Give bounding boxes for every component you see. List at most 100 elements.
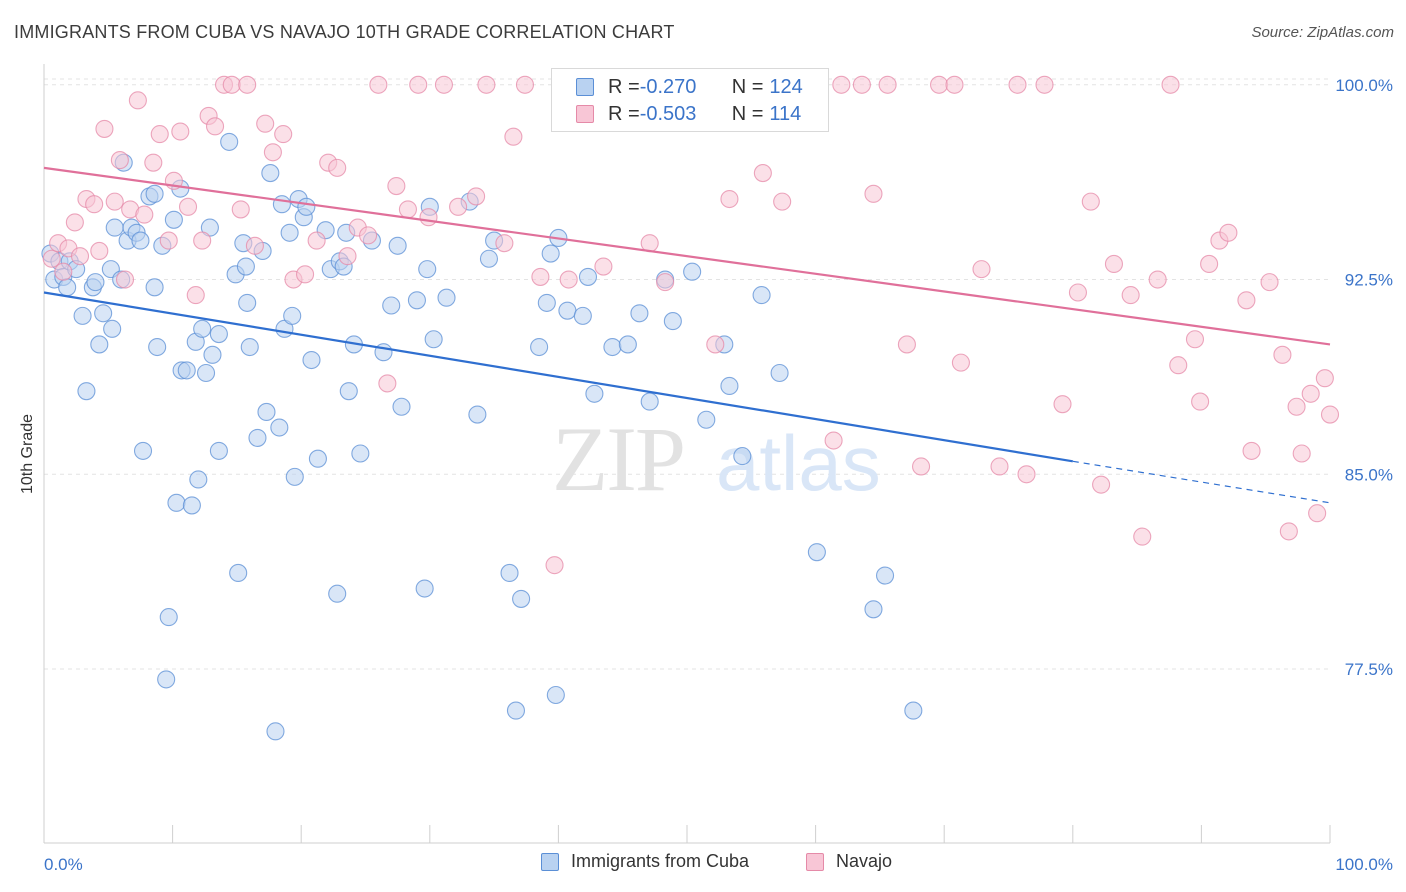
data-point — [105, 192, 124, 211]
data-point — [280, 223, 299, 242]
data-point — [1301, 384, 1320, 403]
data-point — [409, 75, 428, 94]
data-point — [407, 291, 426, 310]
data-point — [240, 337, 259, 357]
axes — [43, 64, 1331, 844]
stats-legend: R = -0.270 N = 124 R = -0.503 N = 114 — [551, 68, 829, 132]
trend-line-cuba — [43, 291, 1073, 463]
data-point — [1287, 397, 1306, 416]
data-point — [585, 384, 604, 403]
trend-lines — [43, 166, 1331, 504]
data-point — [990, 457, 1009, 476]
data-point — [878, 75, 897, 94]
data-point — [603, 337, 622, 357]
data-point — [193, 231, 212, 250]
data-point — [852, 75, 871, 94]
data-point — [546, 685, 565, 705]
data-point — [897, 335, 916, 354]
data-point — [135, 205, 154, 224]
series-legend: Immigrants from Cuba Navajo — [0, 851, 1406, 879]
data-point — [128, 91, 147, 110]
data-point — [1237, 291, 1256, 310]
data-point — [339, 382, 358, 401]
data-point — [164, 210, 183, 229]
data-point — [150, 125, 169, 144]
data-point — [1081, 192, 1100, 211]
data-point — [110, 151, 129, 170]
legend-label-navajo: Navajo — [836, 851, 893, 871]
r-label: R = — [608, 75, 640, 98]
data-point — [733, 447, 752, 466]
data-point — [930, 75, 949, 94]
data-point — [133, 441, 153, 460]
data-point — [302, 350, 321, 370]
data-point — [951, 353, 970, 372]
data-point — [238, 75, 257, 94]
data-point — [1017, 465, 1036, 484]
data-point — [656, 273, 675, 292]
stats-row-cuba: R = -0.270 N = 124 — [552, 73, 803, 101]
data-point — [272, 195, 291, 214]
data-point — [753, 164, 772, 183]
data-point — [266, 722, 285, 741]
data-point — [261, 164, 280, 183]
data-point — [308, 449, 327, 468]
data-point — [419, 208, 438, 227]
data-point — [42, 249, 61, 268]
data-point — [1200, 254, 1219, 273]
data-point — [418, 260, 437, 279]
data-point — [236, 257, 255, 276]
data-point — [1035, 75, 1054, 94]
r-label: R = — [608, 102, 640, 125]
data-point — [434, 75, 453, 94]
n-value: 124 — [769, 75, 803, 98]
data-point — [145, 278, 164, 297]
data-point — [1161, 75, 1180, 94]
n-label: N = — [731, 102, 764, 125]
watermark: ZIP atlas — [552, 408, 881, 510]
data-point — [90, 241, 109, 261]
series-navajo-points — [42, 75, 1340, 575]
data-point — [167, 493, 186, 512]
data-point — [131, 231, 150, 250]
data-point — [392, 397, 411, 416]
data-point — [178, 197, 198, 216]
data-point — [238, 293, 257, 312]
data-point — [369, 75, 388, 94]
data-point — [437, 288, 456, 307]
data-point — [663, 312, 682, 331]
data-point — [697, 410, 716, 429]
data-point — [387, 176, 406, 196]
data-point — [530, 337, 549, 357]
navajo-swatch-icon — [576, 105, 594, 123]
stats-row-navajo: R = -0.503 N = 114 — [552, 100, 801, 128]
data-point — [773, 192, 792, 211]
data-point — [144, 153, 163, 172]
data-point — [1260, 273, 1279, 292]
data-point — [875, 566, 895, 585]
data-point — [245, 236, 264, 255]
data-point — [1169, 356, 1188, 375]
data-point — [752, 286, 771, 305]
data-point — [1279, 522, 1298, 541]
data-point — [338, 247, 357, 266]
data-point — [157, 670, 176, 689]
data-point — [1148, 270, 1167, 289]
source-credit: Source: ZipAtlas.com — [1251, 24, 1394, 41]
chart-title: IMMIGRANTS FROM CUBA VS NAVAJO 10TH GRAD… — [14, 22, 675, 42]
data-point — [283, 306, 302, 325]
data-point — [58, 278, 77, 297]
data-points — [41, 75, 1340, 741]
data-point — [359, 226, 378, 245]
data-point — [351, 444, 370, 463]
data-point — [945, 75, 964, 94]
data-point — [209, 441, 228, 460]
data-point — [468, 405, 487, 424]
data-point — [578, 267, 598, 286]
data-point — [54, 262, 73, 281]
r-value: -0.503 — [639, 102, 697, 125]
data-point — [159, 231, 178, 250]
data-point — [328, 158, 347, 177]
data-point — [263, 143, 282, 162]
